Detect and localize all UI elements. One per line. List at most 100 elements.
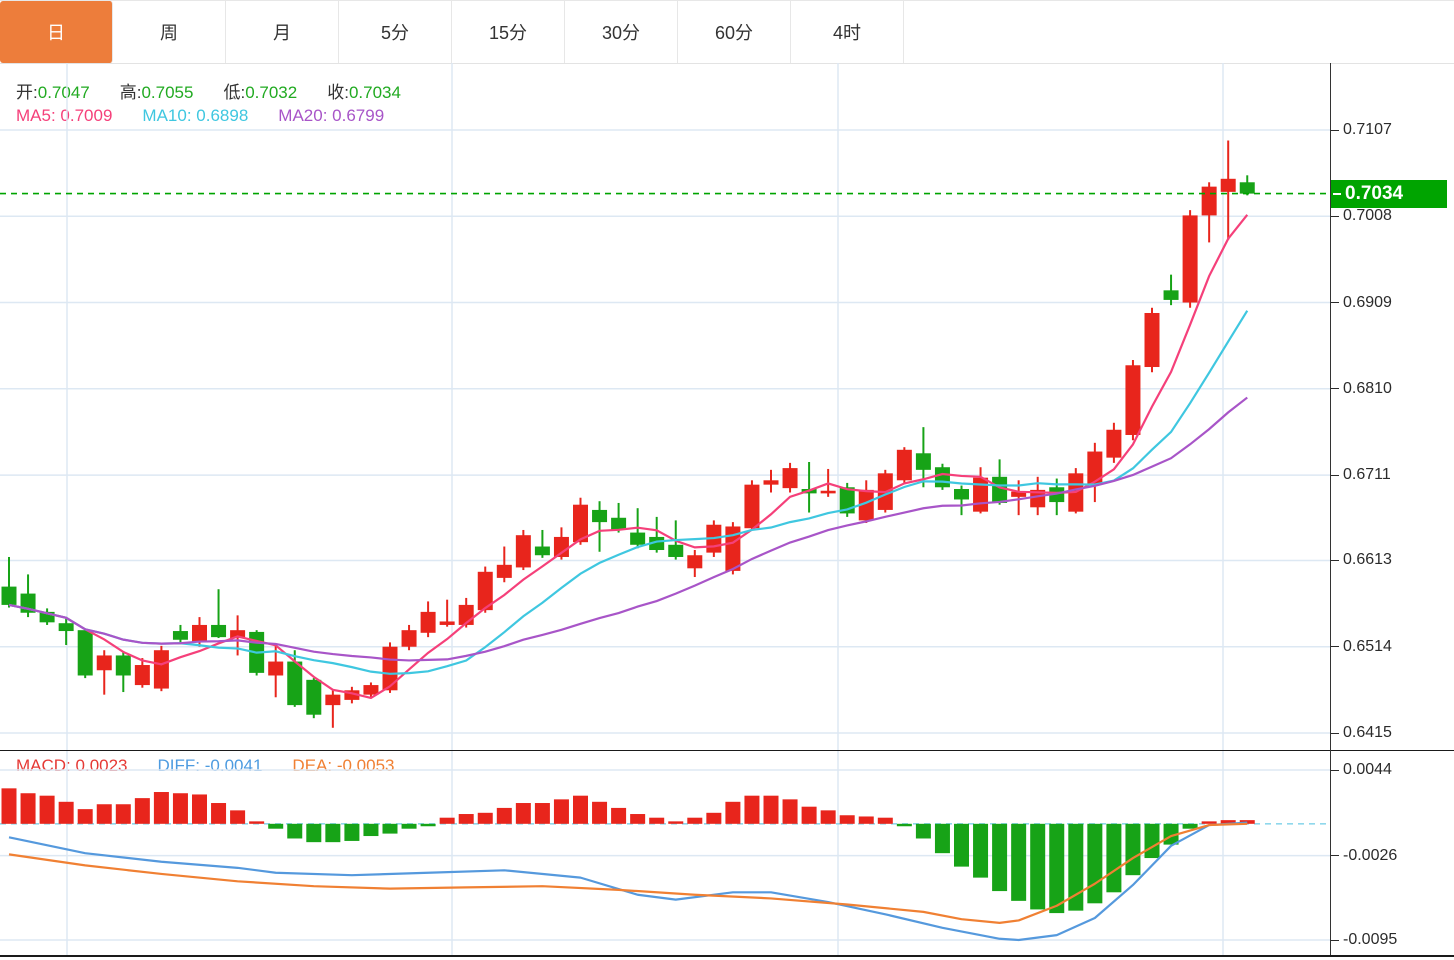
high-value: 高:0.7055 <box>119 83 194 102</box>
macd-bar <box>1144 823 1160 859</box>
candle <box>744 480 760 530</box>
dea-line <box>8 822 1248 924</box>
candle <box>782 462 798 493</box>
candle <box>325 690 341 728</box>
candle <box>382 642 398 693</box>
macd-bar <box>344 823 360 841</box>
macd-bar <box>58 801 74 824</box>
candle <box>153 645 169 692</box>
ma-line-ma20 <box>8 396 1248 662</box>
macd-bar <box>363 823 379 837</box>
price-tick-label: 0.6711 <box>1331 465 1391 485</box>
tab-day[interactable]: 日 <box>0 1 113 63</box>
macd-bar <box>515 803 531 824</box>
macd-tick-label: -0.0026 <box>1331 846 1397 866</box>
macd-bar <box>649 817 665 824</box>
candle <box>1239 175 1255 196</box>
macd-bar <box>992 823 1008 892</box>
panel-divider <box>0 750 1454 751</box>
macd-bar <box>1068 823 1084 911</box>
macd-bar <box>39 795 55 824</box>
open-value: 开:0.7047 <box>16 83 90 102</box>
candle <box>496 546 512 583</box>
price-tick-label: 0.6613 <box>1331 550 1392 570</box>
bottom-axis-line <box>0 955 1454 957</box>
candle <box>363 682 379 699</box>
macd-chart[interactable] <box>0 750 1330 955</box>
macd-bar <box>115 804 131 824</box>
candle <box>801 461 817 513</box>
candle <box>1144 307 1160 373</box>
candle <box>134 658 150 688</box>
tab-30min[interactable]: 30分 <box>565 1 678 63</box>
macd-bar <box>1087 823 1103 904</box>
candle <box>211 589 227 639</box>
candle <box>39 608 55 625</box>
macd-bar <box>954 823 969 867</box>
macd-bar <box>211 803 227 824</box>
price-tick-label: 0.7008 <box>1331 206 1392 226</box>
ma-line-ma10 <box>8 310 1249 675</box>
candle <box>973 467 989 514</box>
candle <box>934 463 950 490</box>
tab-month[interactable]: 月 <box>226 1 339 63</box>
candle <box>553 527 569 560</box>
macd-bar <box>630 814 646 824</box>
candle <box>592 501 608 552</box>
low-value: 低:0.7032 <box>223 83 298 102</box>
candle <box>611 502 627 533</box>
macd-bar <box>858 816 874 824</box>
tab-week[interactable]: 周 <box>113 1 226 63</box>
macd-bar <box>1 788 17 824</box>
macd-bar <box>1049 823 1065 914</box>
candle <box>687 550 703 578</box>
candle <box>1087 442 1103 503</box>
macd-bar <box>1182 823 1198 829</box>
candle <box>58 617 74 645</box>
tab-60min[interactable]: 60分 <box>678 1 791 63</box>
macd-bar <box>172 793 188 824</box>
candle <box>268 644 284 698</box>
tab-15min[interactable]: 15分 <box>452 1 565 63</box>
candle <box>573 497 588 545</box>
close-value: 收:0.7034 <box>327 83 401 102</box>
macd-bar <box>973 823 989 878</box>
macd-bar <box>496 807 512 824</box>
candlestick-chart[interactable] <box>0 63 1330 750</box>
macd-bar <box>839 815 855 824</box>
price-tick-label: 0.7107 <box>1331 120 1392 140</box>
candle <box>344 686 360 704</box>
candle <box>763 469 779 493</box>
price-axis-line <box>1330 63 1331 957</box>
macd-tick-label: -0.0095 <box>1331 930 1397 950</box>
candle <box>1182 210 1198 308</box>
tab-4hour[interactable]: 4时 <box>791 1 904 63</box>
macd-bar <box>1030 823 1046 910</box>
macd-bar <box>553 799 569 824</box>
diff-line <box>8 821 1248 942</box>
macd-bar <box>192 794 207 824</box>
tab-5min[interactable]: 5分 <box>339 1 452 63</box>
macd-bar <box>763 795 779 824</box>
timeframe-tabbar: 日周月 5分 15分 30分 60分 4时 <box>0 0 1454 64</box>
ma10-value: MA10: 0.6898 <box>142 106 249 125</box>
candle <box>172 624 188 643</box>
macd-bar <box>439 817 455 824</box>
macd-bar <box>1201 821 1217 824</box>
macd-bar <box>230 810 246 824</box>
candle <box>915 427 931 488</box>
macd-bar <box>1220 820 1236 824</box>
price-tick-label: 0.6909 <box>1331 293 1392 313</box>
macd-bar <box>1106 823 1122 893</box>
candle <box>439 599 455 627</box>
last-price-badge: 0.7034 <box>1331 179 1447 208</box>
macd-bar <box>77 809 93 824</box>
candle <box>287 650 303 707</box>
candle <box>1125 360 1141 441</box>
macd-bar <box>534 803 550 824</box>
candle <box>96 650 112 695</box>
candle <box>649 516 665 553</box>
macd-bar <box>477 812 493 824</box>
candle <box>77 628 93 679</box>
